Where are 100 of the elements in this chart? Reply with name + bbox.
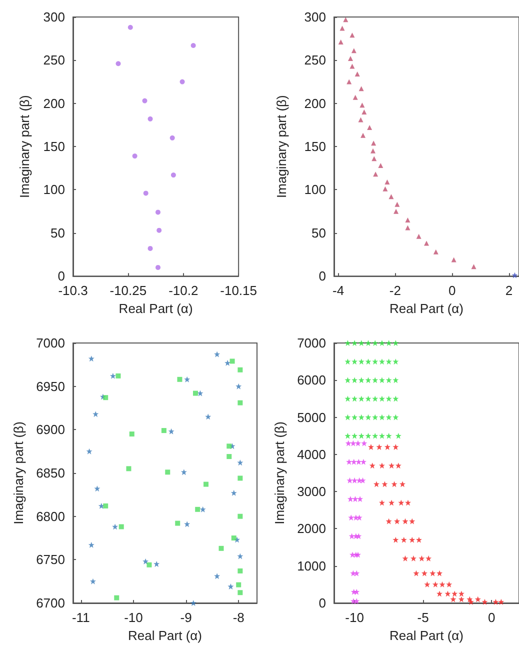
point <box>362 110 367 115</box>
y-tick-label: 200 <box>304 96 326 111</box>
point <box>356 514 362 521</box>
y-tick-label: 6000 <box>297 372 326 388</box>
point <box>378 340 385 346</box>
point <box>237 460 244 466</box>
point <box>352 358 358 365</box>
point <box>356 533 362 540</box>
point <box>129 432 134 436</box>
point <box>450 596 456 602</box>
point <box>214 573 220 580</box>
point <box>492 598 499 605</box>
x-tick-label: 2 <box>505 283 513 298</box>
point <box>116 373 121 378</box>
point <box>238 476 243 481</box>
point <box>354 440 361 446</box>
point <box>226 444 232 449</box>
point <box>410 555 416 562</box>
point <box>388 462 395 469</box>
point <box>344 377 351 384</box>
point <box>360 458 366 465</box>
x-tick-label: -9 <box>180 610 192 625</box>
point <box>395 432 402 439</box>
point <box>392 358 399 365</box>
point <box>392 340 399 346</box>
point <box>378 500 385 506</box>
x-tick-label: -10.2 <box>168 283 198 298</box>
point <box>368 444 374 450</box>
point <box>338 40 344 45</box>
point <box>128 24 133 30</box>
point <box>386 377 392 384</box>
point <box>392 444 399 450</box>
point <box>352 377 358 384</box>
point <box>386 518 392 524</box>
point <box>197 390 204 396</box>
point <box>142 98 148 104</box>
y-tick-label: 6950 <box>36 378 65 394</box>
y-tick-label: 150 <box>304 139 326 154</box>
y-tick-label: 0 <box>58 268 65 284</box>
point <box>373 481 380 488</box>
point <box>237 553 244 560</box>
y-tick-label: 5000 <box>297 410 326 425</box>
point <box>392 377 399 384</box>
point <box>356 458 362 465</box>
point <box>340 26 345 31</box>
point <box>394 518 400 524</box>
point <box>395 462 402 469</box>
point <box>421 570 428 576</box>
y-tick-label: 2000 <box>297 521 326 536</box>
point <box>352 477 358 484</box>
y-tick-label: 7000 <box>297 336 326 350</box>
point <box>348 514 354 521</box>
point <box>386 396 392 402</box>
point <box>376 444 382 450</box>
point <box>86 448 92 454</box>
point <box>126 466 132 472</box>
point <box>354 570 360 576</box>
point <box>452 590 458 597</box>
point <box>154 561 160 567</box>
point <box>358 396 364 402</box>
point <box>236 582 242 588</box>
point <box>357 496 364 502</box>
point <box>146 562 152 568</box>
point <box>372 432 378 439</box>
point <box>346 79 352 84</box>
point <box>433 249 438 254</box>
point <box>360 477 366 484</box>
point <box>350 32 355 38</box>
y-tick-label: 3000 <box>297 484 326 500</box>
point <box>360 102 365 108</box>
point <box>156 210 160 215</box>
point <box>392 396 399 402</box>
point <box>386 358 392 365</box>
y-tick-label: 150 <box>43 139 65 154</box>
x-tick-label: 0 <box>488 610 496 625</box>
point <box>378 462 385 469</box>
point <box>161 428 166 434</box>
point <box>168 428 174 434</box>
point <box>343 17 348 22</box>
point <box>474 596 481 602</box>
point <box>416 536 422 543</box>
point <box>386 432 392 439</box>
y-tick-label: 300 <box>43 10 65 24</box>
y-tick-label: 50 <box>312 225 326 240</box>
point <box>351 48 356 54</box>
point <box>358 432 364 439</box>
point <box>170 172 176 178</box>
point <box>373 172 378 177</box>
point <box>214 351 220 358</box>
point <box>394 202 400 207</box>
point <box>350 440 356 446</box>
point <box>388 500 395 506</box>
y-tick-label: 4000 <box>297 446 326 462</box>
point <box>110 372 116 379</box>
point <box>384 179 390 184</box>
point <box>405 225 410 230</box>
x-tick-label: -10 <box>345 610 364 625</box>
point <box>118 524 124 530</box>
point <box>170 135 175 140</box>
point <box>418 555 425 562</box>
